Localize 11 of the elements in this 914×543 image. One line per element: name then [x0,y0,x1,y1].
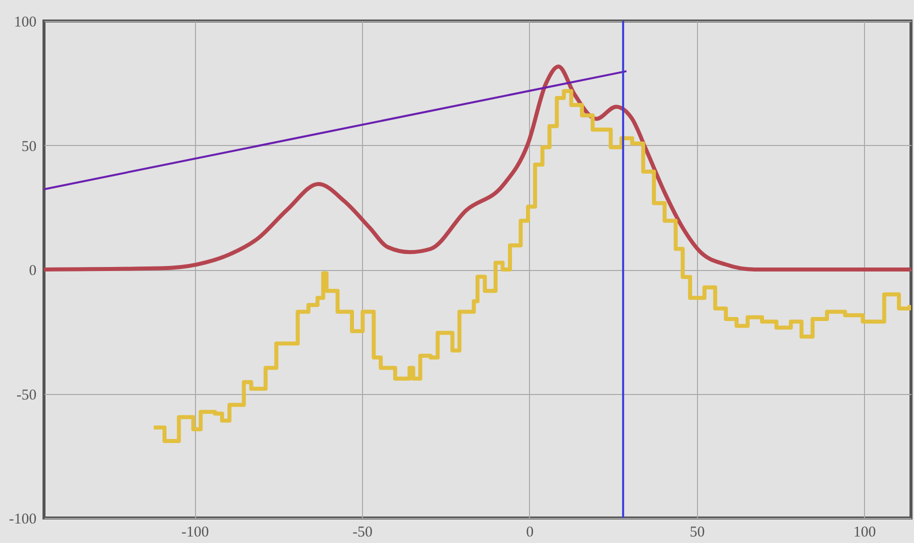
y-tick-label: 0 [29,263,36,279]
y-tick-label: 100 [14,14,36,30]
x-tick-label: 100 [853,524,876,540]
y-tick-label: -50 [16,387,36,404]
x-tick-label: -50 [352,524,373,540]
y-tick-label: 50 [22,138,36,155]
x-tick-label: -100 [181,524,209,540]
y-tick-label: -100 [9,512,36,528]
x-tick-label: 0 [526,524,534,540]
x-tick-label: 50 [690,524,705,540]
line-series [44,64,911,272]
